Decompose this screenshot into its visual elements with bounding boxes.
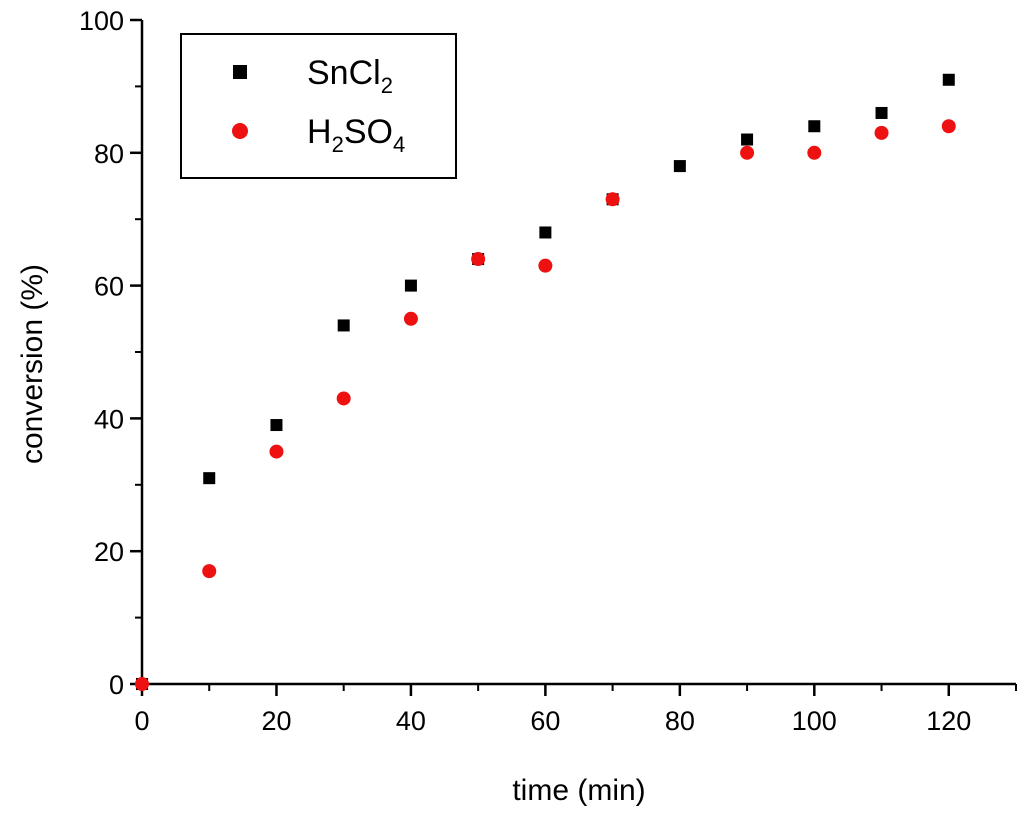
point-h2so4 bbox=[202, 564, 217, 579]
legend-h2so4-sub-4: 4 bbox=[393, 132, 405, 157]
x-tick-label: 80 bbox=[665, 706, 695, 736]
point-h2so4 bbox=[538, 258, 553, 273]
point-h2so4 bbox=[471, 252, 486, 267]
y-tick-label: 100 bbox=[79, 6, 124, 36]
x-tick-label: 60 bbox=[530, 706, 560, 736]
point-sncl2 bbox=[270, 419, 283, 432]
x-tick-label: 120 bbox=[926, 706, 971, 736]
tick-labels: 0 20 40 60 80 100 120 0 20 40 60 80 100 bbox=[79, 6, 971, 736]
legend-marker-h2so4 bbox=[232, 123, 248, 139]
point-h2so4 bbox=[605, 192, 620, 207]
legend-sncl2-subscript: 2 bbox=[381, 73, 393, 98]
y-tick-label: 0 bbox=[109, 670, 124, 700]
y-tick-label: 40 bbox=[94, 404, 124, 434]
point-h2so4 bbox=[874, 125, 889, 140]
point-h2so4 bbox=[403, 311, 418, 326]
legend-h2so4-part-h: H bbox=[307, 113, 332, 151]
point-h2so4 bbox=[135, 677, 149, 691]
legend-label-sncl2: SnCl2 bbox=[307, 54, 393, 98]
legend-h2so4-sub-2: 2 bbox=[332, 132, 344, 157]
legend: SnCl2 H2SO4 bbox=[180, 33, 457, 179]
point-sncl2 bbox=[808, 120, 821, 133]
x-tick-label: 20 bbox=[261, 706, 291, 736]
point-h2so4 bbox=[336, 391, 351, 406]
legend-label-h2so4: H2SO4 bbox=[307, 113, 405, 157]
point-sncl2 bbox=[942, 73, 955, 86]
point-h2so4 bbox=[941, 119, 956, 134]
point-sncl2 bbox=[337, 319, 350, 332]
y-tick-label: 60 bbox=[94, 272, 124, 302]
x-axis-title: time (min) bbox=[512, 774, 645, 807]
ticks bbox=[130, 18, 1017, 696]
series-layer bbox=[135, 73, 956, 691]
point-sncl2 bbox=[404, 279, 417, 292]
point-sncl2 bbox=[875, 106, 888, 119]
legend-box bbox=[180, 33, 457, 179]
point-sncl2 bbox=[539, 226, 552, 239]
legend-sncl2-main: SnCl bbox=[307, 54, 381, 92]
point-sncl2 bbox=[673, 160, 686, 173]
series-h2so4 bbox=[135, 119, 956, 691]
point-sncl2 bbox=[203, 472, 216, 485]
x-tick-label: 100 bbox=[792, 706, 837, 736]
point-h2so4 bbox=[269, 444, 284, 459]
point-sncl2 bbox=[741, 133, 754, 146]
point-h2so4 bbox=[740, 145, 755, 160]
y-tick-label: 20 bbox=[94, 537, 124, 567]
y-axis-title: conversion (%) bbox=[16, 264, 49, 464]
y-tick-label: 80 bbox=[94, 139, 124, 169]
x-tick-label: 40 bbox=[396, 706, 426, 736]
point-h2so4 bbox=[807, 145, 822, 160]
x-tick-label: 0 bbox=[134, 706, 149, 736]
legend-h2so4-part-so: SO bbox=[344, 113, 393, 151]
legend-marker-sncl2 bbox=[233, 65, 247, 79]
